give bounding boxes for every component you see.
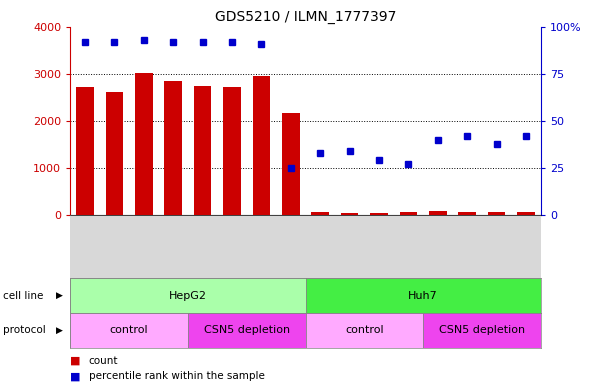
Text: CSN5 depletion: CSN5 depletion [203, 325, 290, 335]
Bar [458, 212, 476, 215]
Bar [423, 313, 541, 348]
Bar [488, 212, 505, 215]
Bar [252, 76, 270, 215]
Bar [306, 278, 541, 313]
Text: ■: ■ [70, 356, 81, 366]
Bar [106, 92, 123, 215]
Bar [70, 278, 306, 313]
Bar [370, 213, 388, 215]
Text: ▶: ▶ [56, 326, 64, 335]
Text: cell line: cell line [3, 291, 43, 301]
Text: ▶: ▶ [56, 291, 64, 300]
Bar [135, 73, 153, 215]
Text: CSN5 depletion: CSN5 depletion [439, 325, 525, 335]
Bar [518, 212, 535, 215]
Bar [194, 86, 211, 215]
Bar [188, 313, 306, 348]
Text: count: count [89, 356, 118, 366]
Bar [164, 81, 182, 215]
Text: control: control [110, 325, 148, 335]
Bar [70, 313, 188, 348]
Text: control: control [345, 325, 384, 335]
Bar [341, 213, 359, 215]
Text: protocol: protocol [3, 325, 46, 335]
Bar [429, 211, 447, 215]
Text: percentile rank within the sample: percentile rank within the sample [89, 371, 265, 381]
Bar [223, 87, 241, 215]
Bar [306, 313, 423, 348]
Bar [76, 87, 94, 215]
Bar [282, 113, 299, 215]
Title: GDS5210 / ILMN_1777397: GDS5210 / ILMN_1777397 [215, 10, 396, 25]
Text: ■: ■ [70, 371, 81, 381]
Text: HepG2: HepG2 [169, 291, 207, 301]
Bar [312, 212, 329, 215]
Text: Huh7: Huh7 [408, 291, 438, 301]
Bar [400, 212, 417, 215]
